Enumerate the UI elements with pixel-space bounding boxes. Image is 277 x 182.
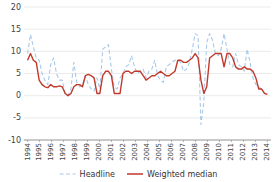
x-tick [51, 140, 52, 142]
x-tick [147, 140, 148, 142]
y-tick-label: 10 [11, 47, 21, 56]
x-tick-label: 2009 [203, 143, 211, 161]
legend-label: Weighted median [147, 170, 217, 179]
x-tick [207, 140, 208, 142]
y-tick-label: 20 [11, 3, 21, 12]
legend: Headline Weighted median [60, 170, 218, 179]
x-tick [75, 140, 76, 142]
legend-swatch [60, 173, 76, 174]
x-tick [267, 140, 268, 142]
x-tick-label: 2001 [107, 143, 115, 161]
y-tick-label: 0 [16, 91, 21, 100]
x-tick-label: 2008 [191, 143, 199, 161]
grid-line [24, 7, 271, 8]
grid-line [24, 95, 271, 96]
x-tick [231, 140, 232, 142]
x-tick-label: 2007 [179, 143, 187, 161]
x-tick [255, 140, 256, 142]
legend-label: Headline [80, 170, 115, 179]
x-tick-label: 1998 [71, 143, 79, 161]
x-tick [135, 140, 136, 142]
x-tick [219, 140, 220, 142]
x-tick-label: 2002 [119, 143, 127, 161]
grid-line [24, 117, 271, 118]
x-tick-label: 2003 [131, 143, 139, 161]
legend-swatch [127, 173, 143, 175]
x-tick [39, 140, 40, 142]
chart: -10 -5 0 5 10 15 20 19941995 1996 1997 1998 1999 200… [0, 0, 277, 182]
series-line [28, 34, 268, 125]
x-tick-label: 1996 [47, 142, 55, 160]
x-tick [123, 140, 124, 142]
x-tick [159, 140, 160, 142]
x-tick [195, 140, 196, 142]
x-tick-label: 2014 [263, 142, 271, 160]
x-tick-label: 2005 [155, 143, 163, 161]
x-tick [87, 140, 88, 142]
x-tick-label: 1997 [59, 143, 67, 161]
grid [24, 7, 271, 140]
x-tick-label: 1999 [83, 143, 91, 161]
grid-line [24, 29, 271, 30]
x-tick [171, 140, 172, 142]
lines [28, 34, 268, 125]
x-tick [243, 140, 244, 142]
x-tick-label: 1994 [24, 142, 32, 160]
x-tick [111, 140, 112, 142]
x-tick-label: 2000 [95, 143, 103, 161]
x-tick [183, 140, 184, 142]
grid-line [24, 51, 271, 52]
x-tick-label: 2010 [215, 143, 223, 161]
y-tick-label: -5 [13, 113, 21, 122]
y-tick-label: 15 [11, 25, 21, 34]
x-tick [63, 140, 64, 142]
y-tick-label: 5 [16, 69, 21, 78]
x-tick-label: 2006 [167, 142, 175, 160]
x-tick-label: 2004 [143, 142, 151, 160]
series-line [28, 54, 268, 96]
x-tick-label: 1995 [35, 143, 43, 161]
x-tick-label: 2013 [251, 143, 259, 161]
x-tick [27, 140, 28, 142]
y-tick-label: -10 [8, 136, 21, 145]
x-tick [99, 140, 100, 142]
x-tick-label: 2012 [239, 143, 247, 161]
x-tick-label: 2011 [227, 143, 235, 161]
